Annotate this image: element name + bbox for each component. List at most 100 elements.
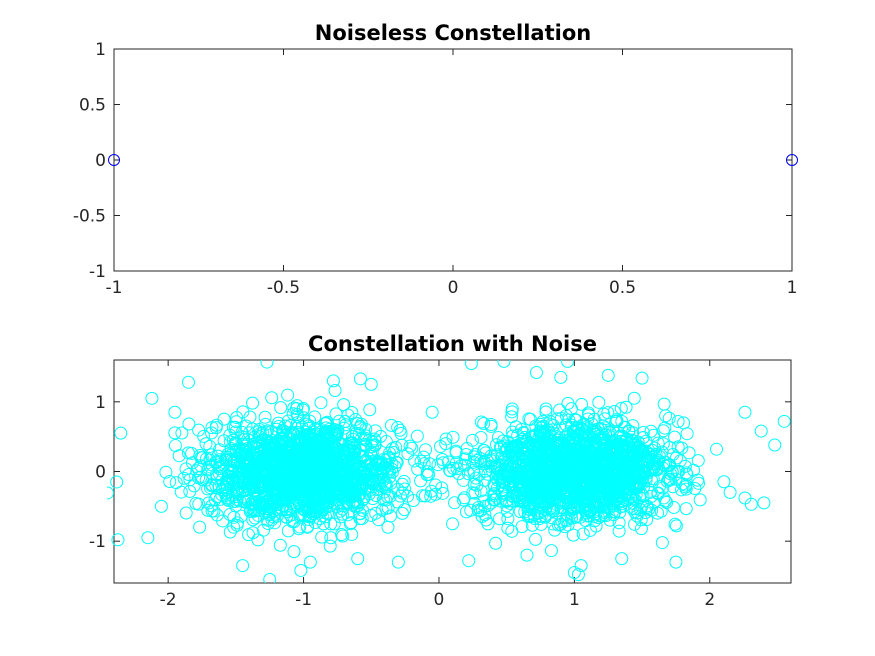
data-point (624, 490, 638, 504)
data-point (301, 519, 315, 533)
data-point (363, 458, 377, 472)
data-point (417, 450, 431, 464)
data-point (301, 495, 315, 509)
data-points (107, 360, 791, 583)
data-point (389, 440, 403, 454)
axes-frame (113, 48, 793, 272)
data-point (328, 426, 342, 440)
data-point (524, 439, 538, 453)
data-point (201, 463, 215, 477)
x-tick-label: 1 (569, 590, 580, 610)
data-point (566, 528, 580, 542)
data-point (271, 416, 285, 430)
data-point (550, 455, 564, 469)
data-point (595, 427, 609, 441)
data-point (367, 476, 381, 490)
data-point (506, 443, 520, 457)
data-point (574, 559, 588, 573)
data-point (278, 419, 292, 433)
data-point (177, 471, 191, 485)
data-point (214, 459, 228, 473)
data-point (738, 491, 752, 505)
x-tick-label: -0.5 (267, 278, 300, 298)
data-point (380, 458, 394, 472)
data-point (591, 478, 605, 492)
x-tick-label: -1 (106, 278, 123, 298)
data-point (487, 493, 501, 507)
data-point (381, 501, 395, 515)
data-point (340, 443, 354, 457)
data-point (273, 538, 287, 552)
data-point (227, 520, 241, 534)
data-point (505, 489, 519, 503)
data-point (576, 527, 590, 541)
data-point (588, 455, 602, 469)
data-point (647, 495, 661, 509)
data-point (723, 485, 737, 499)
data-point (526, 457, 540, 471)
data-point (352, 488, 366, 502)
data-point (581, 486, 595, 500)
data-point (655, 445, 669, 459)
y-tick-label: 1 (95, 40, 106, 60)
data-point (251, 490, 265, 504)
data-point (768, 438, 782, 452)
data-point (554, 370, 568, 384)
data-point (370, 474, 384, 488)
data-point (491, 467, 505, 481)
data-point (141, 531, 155, 545)
data-point (564, 501, 578, 515)
data-point (630, 467, 644, 481)
data-point (350, 461, 364, 475)
data-point (598, 412, 612, 426)
data-point (598, 469, 612, 483)
data-point (675, 483, 689, 497)
data-point (497, 439, 511, 453)
data-point (626, 425, 640, 439)
data-point (281, 458, 295, 472)
data-point (491, 431, 505, 445)
data-point (526, 437, 540, 451)
data-point (247, 430, 261, 444)
data-point (503, 496, 517, 510)
data-point (210, 508, 224, 522)
data-point (609, 442, 623, 456)
data-point (777, 414, 791, 428)
data-point (450, 462, 464, 476)
data-point (544, 418, 558, 432)
data-point (193, 520, 207, 534)
data-point (339, 474, 353, 488)
data-point (667, 501, 681, 515)
data-point (258, 488, 272, 502)
data-point (190, 464, 204, 478)
data-point (641, 446, 655, 460)
data-point (195, 451, 209, 465)
data-point (682, 446, 696, 460)
data-point (614, 429, 628, 443)
data-point (183, 484, 197, 498)
data-point (366, 474, 380, 488)
data-point (340, 448, 354, 462)
data-point (532, 491, 546, 505)
data-point (291, 470, 305, 484)
data-point (246, 526, 260, 540)
data-point (235, 449, 249, 463)
data-point (497, 360, 511, 368)
data-point (240, 451, 254, 465)
data-point (551, 482, 565, 496)
data-point (338, 414, 352, 428)
data-point (583, 429, 597, 443)
data-point (384, 418, 398, 432)
data-point (205, 467, 219, 481)
data-point (671, 415, 685, 429)
data-point (553, 517, 567, 531)
data-point (391, 420, 405, 434)
data-point (239, 419, 253, 433)
data-point (462, 554, 476, 568)
data-point (614, 455, 628, 469)
data-point (293, 507, 307, 521)
x-tick-label: 1 (787, 278, 798, 298)
data-point (478, 508, 492, 522)
data-point (583, 523, 597, 537)
